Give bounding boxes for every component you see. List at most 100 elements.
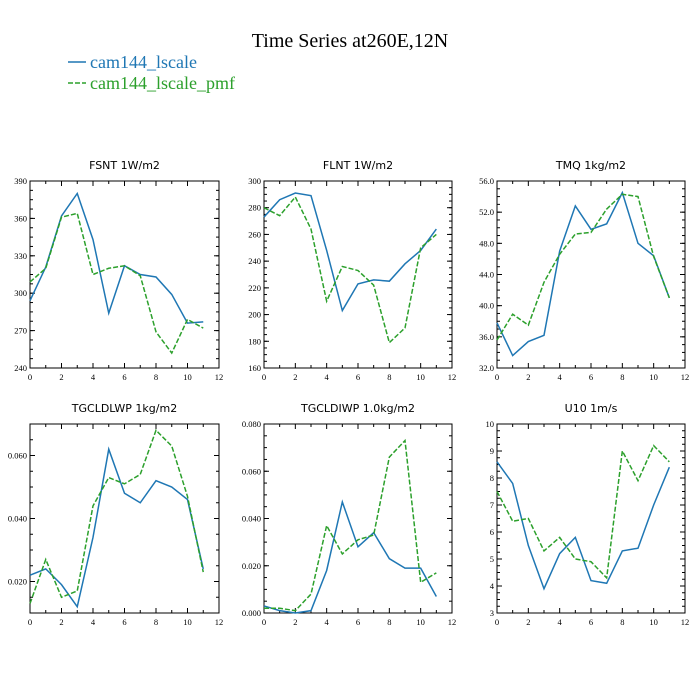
y-tick-label: 280 — [248, 203, 261, 213]
y-tick-label: 260 — [248, 229, 261, 239]
y-tick-label: 7 — [490, 500, 494, 510]
plot-frame — [496, 180, 686, 369]
y-tick-label: 0.080 — [242, 419, 261, 429]
y-tick-label: 240 — [248, 256, 261, 266]
x-tick-label: 6 — [122, 372, 126, 382]
y-tick-label: 220 — [248, 283, 261, 293]
plot-frame — [263, 423, 453, 614]
series-line-0 — [29, 446, 204, 609]
panel-title: FSNT 1W/m2 — [89, 159, 160, 172]
y-tick-label: 0.060 — [242, 466, 261, 476]
series-line-0 — [496, 461, 671, 591]
series-line-1 — [496, 193, 671, 341]
x-tick-label: 8 — [154, 372, 158, 382]
x-tick-label: 2 — [526, 372, 530, 382]
y-tick-label: 5 — [490, 554, 494, 564]
series-line-1 — [264, 438, 437, 612]
chart-panel-5: U10 1m/s 0 2 4 6 8 10 12 3 4 5 6 7 8 9 10 — [486, 402, 690, 627]
y-tick-label: 8 — [490, 473, 494, 483]
x-tick-label: 12 — [215, 372, 224, 382]
main-title: Time Series at260E,12N — [252, 30, 448, 52]
y-tick-label: 0.040 — [242, 514, 261, 524]
y-tick-label: 9 — [490, 446, 494, 456]
x-tick-label: 0 — [262, 617, 266, 627]
legend-label-0: cam144_lscale — [90, 52, 197, 72]
x-tick-label: 8 — [620, 372, 624, 382]
series-line-1 — [29, 428, 204, 604]
y-tick-label: 40.0 — [479, 301, 494, 311]
x-tick-label: 8 — [387, 372, 391, 382]
y-tick-label: 6 — [490, 527, 494, 537]
x-tick-label: 4 — [558, 372, 563, 382]
x-tick-label: 4 — [325, 617, 330, 627]
series-line-1 — [496, 444, 670, 580]
x-tick-label: 4 — [325, 372, 330, 382]
panel-title: TGCLDIWP 1.0kg/m2 — [300, 402, 415, 415]
series-line-0 — [29, 191, 204, 324]
chart-panel-4: TGCLDIWP 1.0kg/m2 0 2 4 6 8 10 12 0.000 0.020 0.04… — [242, 402, 456, 627]
y-tick-label: 240 — [14, 363, 27, 373]
x-tick-label: 10 — [183, 617, 192, 627]
x-tick-label: 0 — [495, 372, 499, 382]
x-tick-label: 8 — [387, 617, 391, 627]
plot-frame — [29, 180, 220, 369]
y-tick-label: 390 — [14, 176, 27, 186]
x-tick-label: 8 — [620, 617, 624, 627]
x-tick-label: 10 — [416, 617, 425, 627]
x-tick-label: 0 — [28, 617, 32, 627]
y-tick-label: 180 — [248, 336, 261, 346]
x-tick-label: 6 — [122, 617, 126, 627]
x-tick-label: 8 — [154, 617, 158, 627]
plot-frame — [263, 180, 453, 369]
y-tick-label: 48.0 — [479, 238, 494, 248]
panel-title: TMQ 1kg/m2 — [555, 159, 626, 172]
y-tick-label: 44.0 — [479, 270, 494, 280]
series-line-1 — [29, 212, 204, 355]
y-tick-label: 3 — [490, 608, 494, 618]
x-tick-label: 12 — [448, 372, 457, 382]
y-tick-label: 300 — [248, 176, 261, 186]
x-tick-label: 2 — [59, 617, 63, 627]
series-line-0 — [496, 190, 671, 357]
y-tick-label: 4 — [490, 581, 495, 591]
series-line-0 — [263, 192, 437, 313]
x-tick-label: 6 — [356, 617, 360, 627]
y-tick-label: 300 — [14, 288, 27, 298]
panel-title: U10 1m/s — [565, 402, 618, 415]
y-tick-label: 32.0 — [479, 363, 494, 373]
y-tick-label: 200 — [248, 310, 261, 320]
x-tick-label: 0 — [28, 372, 32, 382]
x-tick-label: 10 — [649, 617, 658, 627]
panel-title: TGCLDLWP 1kg/m2 — [71, 402, 177, 415]
y-tick-label: 52.0 — [479, 207, 494, 217]
x-tick-label: 12 — [448, 617, 457, 627]
x-tick-label: 10 — [183, 372, 192, 382]
x-tick-label: 12 — [215, 617, 224, 627]
x-tick-label: 2 — [293, 372, 297, 382]
y-tick-label: 330 — [14, 251, 27, 261]
x-tick-label: 2 — [526, 617, 530, 627]
series-line-1 — [263, 195, 437, 345]
y-tick-label: 0.020 — [242, 561, 261, 571]
panels: FSNT 1W/m20 2 4 6 8 10 12240270300330360390FLN… — [8, 159, 689, 627]
x-tick-label: 12 — [681, 617, 690, 627]
x-tick-label: 4 — [91, 617, 96, 627]
x-tick-label: 0 — [495, 617, 499, 627]
legend-label-1: cam144_lscale_pmf — [90, 73, 235, 93]
x-tick-label: 6 — [589, 617, 593, 627]
y-tick-label: 270 — [14, 326, 27, 336]
legend: cam144_lscale cam144_lscale_pmf — [68, 52, 235, 93]
series-line-0 — [263, 499, 437, 614]
x-tick-label: 10 — [649, 372, 658, 382]
y-tick-label: 360 — [14, 213, 27, 223]
y-tick-label: 160 — [248, 363, 261, 373]
x-tick-label: 0 — [262, 372, 266, 382]
y-tick-label: 0.020 — [8, 577, 27, 587]
x-tick-label: 12 — [681, 372, 690, 382]
x-tick-label: 6 — [356, 372, 360, 382]
y-tick-label: 0.000 — [242, 608, 261, 618]
panel-title: FLNT 1W/m2 — [323, 159, 393, 172]
chart-panel-0: FSNT 1W/m2 0 2 4 6 8 10 12 240 270 300 330 360 390 — [14, 159, 223, 382]
x-tick-label: 2 — [293, 617, 297, 627]
